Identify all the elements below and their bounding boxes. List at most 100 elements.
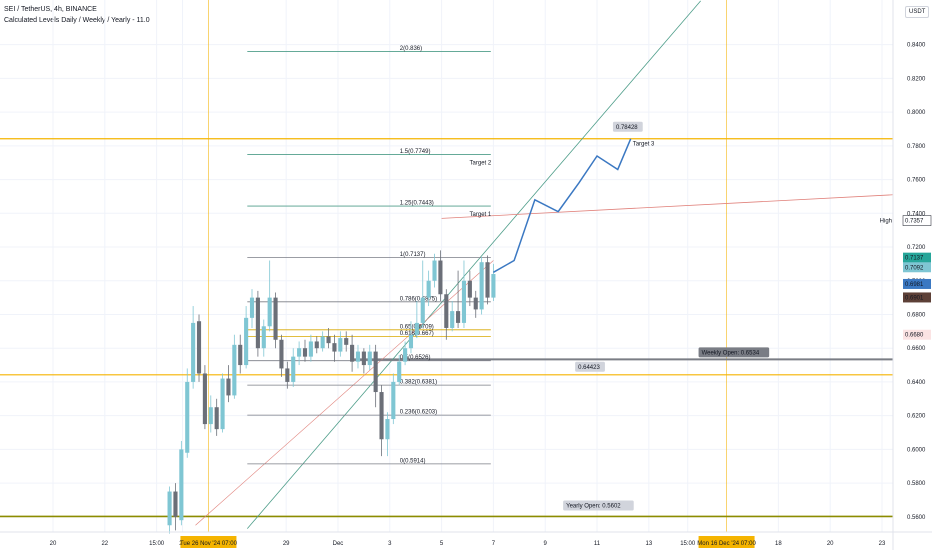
level-64-tag-text: 0.64423 bbox=[578, 365, 600, 371]
candle-body bbox=[397, 361, 402, 382]
fib-level-label: 1.25(0.7443) bbox=[400, 201, 434, 207]
candle-body bbox=[332, 343, 337, 352]
price-tick-label: 0.5800 bbox=[907, 481, 926, 487]
price-label: 0.6981 bbox=[905, 282, 924, 288]
fib-level-label: 0.382(0.6381) bbox=[400, 380, 437, 386]
price-label-box bbox=[903, 252, 931, 263]
target-label: Target 2 bbox=[470, 160, 492, 166]
candle-body bbox=[461, 280, 467, 323]
time-tick-label: 18 bbox=[775, 541, 782, 547]
time-tick-label: 20 bbox=[827, 541, 834, 547]
candle-body bbox=[450, 311, 455, 328]
candle-body bbox=[414, 322, 419, 335]
time-tick-label: 13 bbox=[646, 541, 653, 547]
candle-body bbox=[232, 344, 237, 396]
high-label: High bbox=[880, 219, 892, 225]
time-highlight-box bbox=[698, 536, 755, 548]
candle-body bbox=[338, 338, 343, 352]
yearly-open-tag bbox=[563, 500, 634, 511]
candle-body bbox=[202, 373, 207, 425]
fib-level-label: 2(0.836) bbox=[400, 46, 422, 52]
candle-body bbox=[479, 262, 484, 310]
price-tick-label: 0.7800 bbox=[907, 144, 926, 150]
candle-body bbox=[238, 344, 243, 366]
price-tick-label: 0.7200 bbox=[907, 245, 926, 251]
candle-body bbox=[167, 491, 172, 526]
time-tick-label: 20 bbox=[50, 541, 57, 547]
time-tick-label: Dec bbox=[333, 541, 344, 547]
candle-body bbox=[420, 297, 425, 323]
candle-body bbox=[444, 294, 449, 328]
target-price-tag bbox=[612, 121, 643, 132]
time-tick-label: 15:00 bbox=[680, 541, 696, 547]
time-tick-label: 5 bbox=[440, 541, 444, 547]
candle-body bbox=[279, 339, 284, 369]
symbol-line: SEI / TetherUS, 4h, BINANCE bbox=[4, 6, 97, 13]
candle-body bbox=[208, 407, 213, 425]
candle-body bbox=[456, 311, 461, 323]
candle-body bbox=[408, 334, 414, 349]
weekly-open-tag bbox=[698, 347, 770, 358]
candle-body bbox=[191, 322, 196, 382]
currency-button[interactable]: USDT bbox=[905, 6, 930, 18]
candle-body bbox=[273, 297, 278, 340]
price-tick-label: 0.5600 bbox=[907, 515, 926, 521]
price-label-box bbox=[903, 292, 931, 303]
candle-body bbox=[226, 378, 231, 396]
candle-body bbox=[285, 368, 290, 382]
price-label-box bbox=[903, 329, 931, 340]
time-tick-label: 23 bbox=[879, 541, 886, 547]
price-label-box bbox=[903, 262, 931, 273]
time-tick-label: 11 bbox=[594, 541, 601, 547]
candle-body bbox=[308, 341, 313, 357]
trendline-resistance bbox=[441, 194, 894, 219]
fib-level-label: 0(0.5914) bbox=[400, 458, 426, 464]
price-tick-label: 0.6800 bbox=[907, 312, 926, 318]
candle-body bbox=[379, 392, 384, 440]
candle-body bbox=[432, 260, 437, 281]
candle-body bbox=[196, 321, 202, 374]
candle-body bbox=[214, 407, 219, 430]
candle-body bbox=[185, 381, 190, 453]
candle-body bbox=[261, 326, 266, 349]
candle-body bbox=[173, 491, 178, 517]
fib-level-label: 1.5(0.7749) bbox=[400, 149, 431, 155]
candle-body bbox=[220, 378, 225, 430]
candle-body bbox=[297, 348, 302, 357]
candle-body bbox=[361, 351, 366, 366]
candle-body bbox=[267, 297, 272, 327]
candle-body bbox=[355, 351, 361, 362]
candle-body bbox=[367, 351, 372, 366]
fib-level-label: 0.236(0.6203) bbox=[400, 410, 437, 416]
candle-body bbox=[350, 344, 355, 362]
candle-body bbox=[403, 348, 408, 362]
price-tick-label: 0.6400 bbox=[907, 380, 926, 386]
price-tick-label: 0.8200 bbox=[907, 76, 926, 82]
candle-body bbox=[255, 297, 260, 349]
moving-average bbox=[195, 260, 494, 526]
price-tick-label: 0.6200 bbox=[907, 414, 926, 420]
time-tick-label: 9 bbox=[544, 541, 548, 547]
price-tick-label: 0.7600 bbox=[907, 178, 926, 184]
price-label: 0.7092 bbox=[905, 265, 924, 271]
chart-title: SEI / TetherUS, 4h, BINANCE Calculated L… bbox=[4, 4, 150, 26]
candle-body bbox=[491, 274, 496, 298]
fib-level-label: 1(0.7137) bbox=[400, 252, 426, 258]
candle-body bbox=[467, 280, 472, 298]
target-label: Target 3 bbox=[633, 141, 655, 147]
price-label: 0.6680 bbox=[905, 333, 924, 339]
high-value-box bbox=[902, 215, 932, 226]
high-value: 0.7357 bbox=[905, 219, 924, 225]
candle-body bbox=[373, 351, 378, 393]
candle-body bbox=[291, 356, 296, 382]
price-tick-label: 0.6600 bbox=[907, 346, 926, 352]
time-tick-label: 3 bbox=[388, 541, 392, 547]
price-tick-label: 0.8400 bbox=[907, 43, 926, 49]
fib-level-label: 0.5(0.6526) bbox=[400, 355, 431, 361]
target-label: Target 1 bbox=[470, 212, 492, 218]
candle-body bbox=[179, 449, 184, 521]
candle-body bbox=[314, 341, 319, 349]
candle-body bbox=[244, 317, 249, 366]
price-label: 0.6901 bbox=[905, 295, 924, 301]
